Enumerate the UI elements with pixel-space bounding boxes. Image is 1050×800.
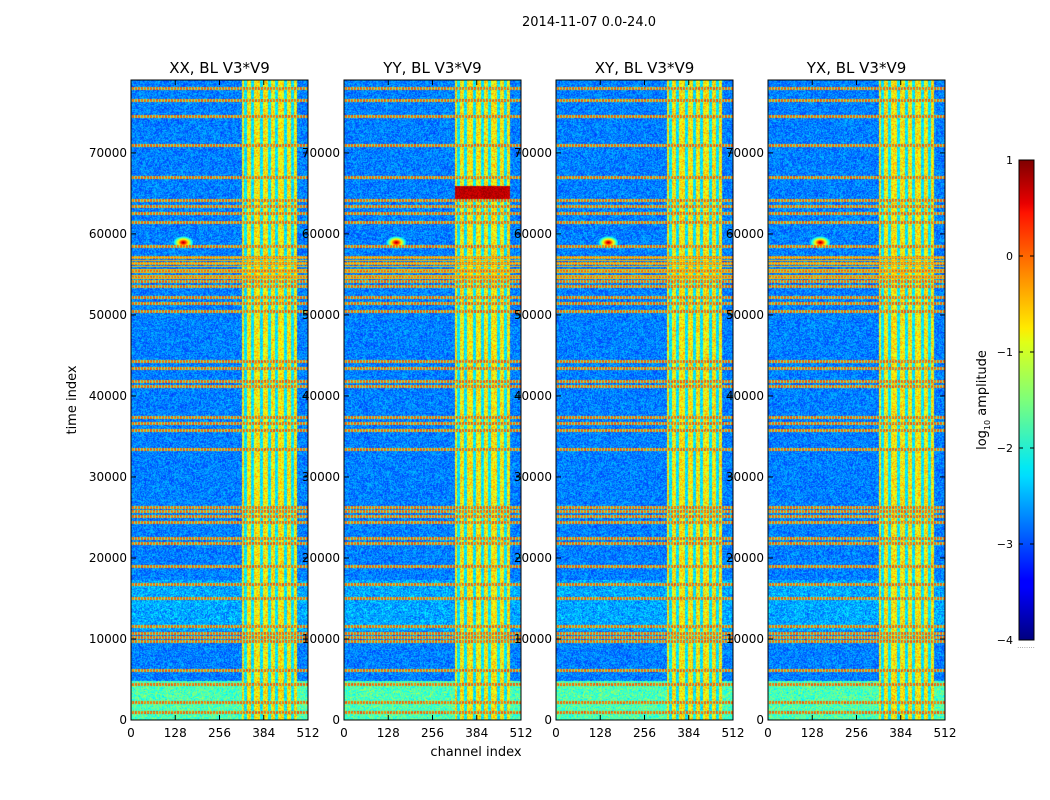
- y-tick-label: 10000: [726, 632, 764, 646]
- panel-yy: YY, BL V3*V9 0 128 256 384 512 0 10000 20000 3000…: [302, 59, 533, 740]
- y-tick-label: 0: [332, 713, 340, 727]
- x-tick-label: 256: [208, 726, 231, 740]
- figure-suptitle: 2014-11-07 0.0-24.0: [522, 15, 656, 30]
- x-axis-label: channel index: [430, 745, 521, 760]
- y-tick-label: 50000: [302, 308, 340, 322]
- heatmap-canvas: [556, 80, 733, 720]
- y-tick-label: 20000: [726, 551, 764, 565]
- panel-title: XY, BL V3*V9: [595, 59, 695, 77]
- y-tick-label: 70000: [302, 146, 340, 160]
- x-tick-label: 128: [377, 726, 400, 740]
- x-tick-label: 384: [465, 726, 488, 740]
- x-tick-label: 512: [934, 726, 957, 740]
- colorbar-tick-label: 1: [1006, 154, 1013, 167]
- y-tick-label: 40000: [302, 389, 340, 403]
- colorbar-label-rest: amplitude: [975, 350, 990, 420]
- y-tick-label: 20000: [514, 551, 552, 565]
- y-tick-label: 10000: [302, 632, 340, 646]
- y-tick-label: 10000: [89, 632, 127, 646]
- panel-title: XX, BL V3*V9: [169, 59, 270, 77]
- colorbar-tick-label: 0: [1006, 250, 1013, 263]
- y-tick-label: 30000: [514, 470, 552, 484]
- x-tick-label: 512: [297, 726, 320, 740]
- y-tick-label: 30000: [302, 470, 340, 484]
- colorbar-tick-label: −3: [997, 538, 1013, 551]
- y-tick-label: 60000: [514, 227, 552, 241]
- colorbar-extra-label: ........: [1017, 642, 1035, 650]
- x-tick-label: 128: [164, 726, 187, 740]
- heatmap-image: [131, 80, 308, 720]
- y-tick-label: 60000: [89, 227, 127, 241]
- heatmap-image: [768, 80, 945, 720]
- heatmap-image: [344, 80, 521, 720]
- x-tick-label: 384: [252, 726, 275, 740]
- y-tick-label: 50000: [89, 308, 127, 322]
- heatmap-canvas: [131, 80, 308, 720]
- colorbar-label-base: log: [975, 430, 990, 450]
- y-tick-label: 50000: [514, 308, 552, 322]
- y-tick-label: 40000: [514, 389, 552, 403]
- y-tick-label: 40000: [89, 389, 127, 403]
- x-tick-label: 128: [801, 726, 824, 740]
- panel-title: YX, BL V3*V9: [806, 59, 907, 77]
- y-tick-label: 20000: [302, 551, 340, 565]
- y-tick-label: 60000: [302, 227, 340, 241]
- y-tick-label: 70000: [514, 146, 552, 160]
- colorbar-ticks: 1 0 −1 −2 −3 −4: [997, 154, 1034, 647]
- x-tick-label: 128: [589, 726, 612, 740]
- x-tick-label: 512: [722, 726, 745, 740]
- y-axis-label: time index: [65, 365, 80, 434]
- y-tick-label: 0: [544, 713, 552, 727]
- colorbar-tick-label: −2: [997, 442, 1013, 455]
- heatmap-image: [556, 80, 733, 720]
- y-tick-label: 10000: [514, 632, 552, 646]
- colorbar-label-sub: 10: [983, 420, 992, 430]
- colorbar-tick-label: −4: [997, 634, 1013, 647]
- x-tick-label: 0: [340, 726, 348, 740]
- x-tick-label: 0: [552, 726, 560, 740]
- x-tick-label: 384: [677, 726, 700, 740]
- x-tick-label: 256: [421, 726, 444, 740]
- panel-xy: XY, BL V3*V9 0 128 256 384 512 0 10000 20000 3000…: [514, 59, 745, 740]
- x-tick-label: 0: [127, 726, 135, 740]
- y-tick-label: 60000: [726, 227, 764, 241]
- colorbar-gradient: [1018, 159, 1035, 641]
- panel-title: YY, BL V3*V9: [382, 59, 481, 77]
- x-tick-label: 512: [510, 726, 533, 740]
- heatmap-canvas: [344, 80, 521, 720]
- heatmap-panels: XX, BL V3*V9 0 128 256 384 512 0 10000 20000 3000…: [89, 59, 957, 740]
- panel-xx: XX, BL V3*V9 0 128 256 384 512 0 10000 20000 3000…: [89, 59, 320, 740]
- y-tick-label: 20000: [89, 551, 127, 565]
- heatmap-canvas: [768, 80, 945, 720]
- y-tick-label: 0: [119, 713, 127, 727]
- y-tick-label: 70000: [726, 146, 764, 160]
- panel-yx: YX, BL V3*V9 0 128 256 384 512 0 10000 20000 3000…: [726, 59, 957, 740]
- x-tick-label: 256: [845, 726, 868, 740]
- colorbar-label: log10 amplitude: [975, 350, 992, 450]
- y-tick-label: 70000: [89, 146, 127, 160]
- x-tick-label: 0: [764, 726, 772, 740]
- x-tick-label: 384: [889, 726, 912, 740]
- y-tick-label: 40000: [726, 389, 764, 403]
- y-tick-label: 30000: [726, 470, 764, 484]
- colorbar-tick-label: −1: [997, 346, 1013, 359]
- x-tick-label: 256: [633, 726, 656, 740]
- colorbar: 10−1−2−3−4 log10 amplitude ........: [975, 154, 1035, 650]
- y-tick-label: 50000: [726, 308, 764, 322]
- y-tick-label: 30000: [89, 470, 127, 484]
- y-tick-label: 0: [756, 713, 764, 727]
